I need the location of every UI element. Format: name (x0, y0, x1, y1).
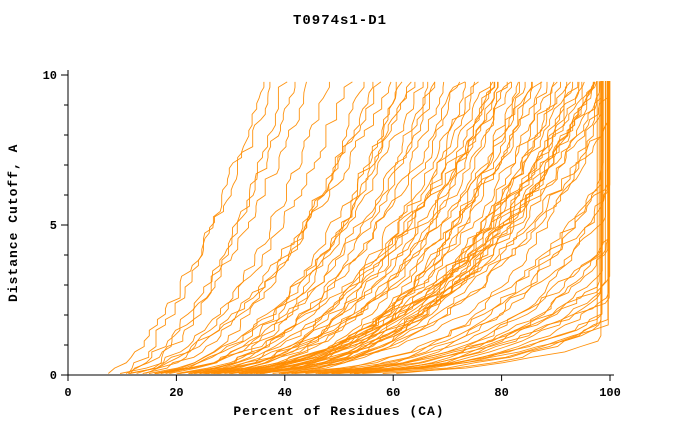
model-curve (241, 81, 608, 374)
model-curve (193, 81, 461, 374)
model-curve (262, 81, 598, 374)
model-curve (216, 81, 499, 374)
model-curve (291, 81, 611, 374)
y-tick-label: 0 (50, 369, 57, 383)
model-curve (191, 81, 548, 374)
model-curve (247, 81, 491, 374)
model-curve (281, 81, 604, 374)
model-curve (217, 81, 555, 374)
model-curve (128, 81, 265, 374)
model-curve (354, 81, 602, 374)
model-curve (203, 81, 476, 374)
model-curve (282, 81, 608, 374)
model-curve (349, 81, 603, 374)
model-curve (199, 81, 479, 374)
model-curve (120, 81, 353, 374)
model-curve (281, 81, 602, 374)
model-curve (142, 81, 374, 374)
y-tick-label: 5 (50, 219, 57, 233)
model-curve (165, 81, 412, 374)
model-curve (354, 81, 611, 374)
x-tick-label: 40 (278, 386, 292, 400)
chart-title: T0974s1-D1 (292, 13, 387, 29)
model-curve (323, 81, 609, 374)
model-curve (178, 81, 495, 374)
model-curve (211, 81, 583, 374)
model-curve (259, 81, 568, 374)
model-curve (239, 81, 579, 374)
model-curve (396, 81, 602, 374)
x-tick-label: 20 (169, 386, 183, 400)
model-curve (195, 81, 397, 374)
model-curve (219, 81, 596, 374)
y-tick-label: 10 (43, 69, 57, 83)
model-curve (188, 81, 466, 374)
model-curve (160, 81, 429, 374)
x-tick-label: 60 (386, 386, 400, 400)
model-curve (240, 81, 608, 374)
model-curve (154, 81, 512, 374)
model-curve (356, 81, 610, 374)
model-curve (108, 81, 271, 374)
model-curve (294, 81, 600, 374)
x-tick-label: 100 (599, 386, 621, 400)
model-curve (278, 81, 542, 374)
model-curve (331, 81, 602, 374)
x-tick-label: 0 (64, 386, 71, 400)
model-curve (263, 81, 508, 374)
model-curve (154, 81, 424, 374)
model-curve (130, 81, 307, 374)
model-curve (362, 81, 609, 374)
model-curve (382, 81, 602, 374)
model-curve (256, 81, 602, 374)
model-curve (145, 81, 330, 374)
model-curve (128, 81, 382, 374)
model-curve (129, 81, 392, 374)
model-curve (207, 81, 494, 374)
model-curve (136, 81, 288, 374)
x-tick-label: 80 (494, 386, 508, 400)
model-curve (255, 81, 596, 374)
model-curve (315, 81, 602, 374)
model-curve (249, 81, 574, 374)
model-curve (259, 81, 561, 374)
model-curve (224, 81, 571, 374)
model-curve (332, 81, 609, 374)
model-curve (318, 81, 606, 374)
model-curve (148, 81, 403, 374)
model-curve (157, 81, 416, 374)
model-curve (217, 81, 498, 374)
model-curve (250, 81, 594, 374)
model-curve (204, 81, 466, 374)
model-curve (154, 81, 365, 374)
model-curve (229, 81, 594, 374)
model-curve (238, 81, 519, 374)
model-curve (125, 81, 296, 374)
x-axis-label: Percent of Residues (CA) (233, 404, 445, 419)
model-curve (244, 81, 611, 374)
model-curve (231, 81, 543, 374)
model-curve (230, 81, 512, 374)
